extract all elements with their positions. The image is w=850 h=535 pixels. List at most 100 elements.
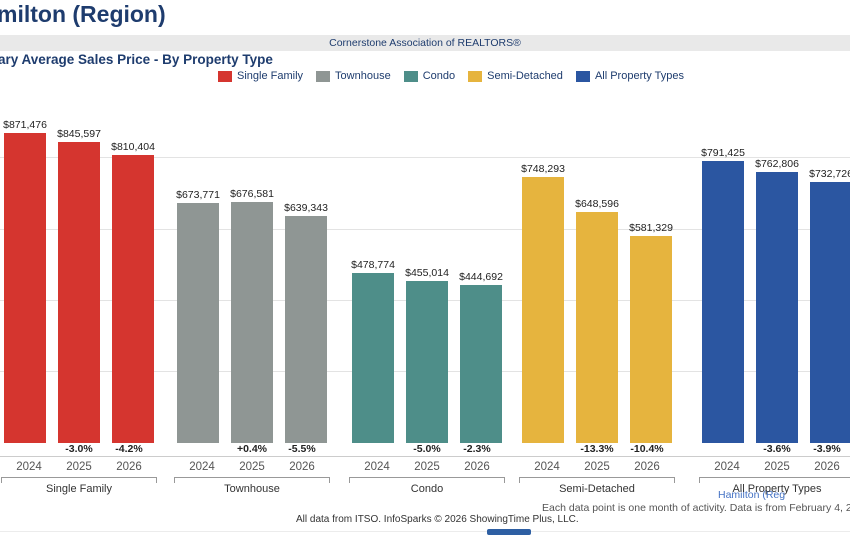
bar-value-label: $810,404 (111, 141, 155, 153)
bar-condo-2025[interactable] (406, 281, 448, 443)
pct-change-value: -4.2% (115, 443, 143, 455)
legend-label: Semi-Detached (487, 70, 563, 82)
group-bracket (699, 477, 850, 483)
gridline (0, 229, 850, 230)
pct-change-value: -5.5% (288, 443, 316, 455)
bar-value-label: $845,597 (57, 128, 101, 140)
bar-value-label: $639,343 (284, 202, 328, 214)
bar-column: $639,343 (284, 202, 328, 443)
bar-column: $732,726 (809, 168, 850, 443)
bar-column: $673,771 (176, 189, 220, 443)
legend-label: All Property Types (594, 70, 684, 82)
pct-change-value (522, 443, 572, 456)
year-tick-label: 2026 (289, 461, 315, 473)
bar-value-label: $581,329 (629, 222, 673, 234)
legend-item-semi-detached[interactable]: Semi-Detached (468, 70, 563, 82)
bar-column: $455,014 (405, 267, 449, 443)
bar-value-label: $673,771 (176, 189, 220, 201)
pct-change-value: -10.4% (630, 443, 664, 455)
pct-change-value (352, 443, 402, 456)
year-tick-label: 2025 (764, 461, 790, 473)
bar-group-semi-detached: $748,293 $648,596 $581,329 -13.3% -10.4% 2024… (519, 90, 675, 495)
bar-value-label: $732,726 (809, 168, 850, 180)
bar-value-label: $762,806 (755, 158, 799, 170)
bar-column: $748,293 (521, 163, 565, 443)
group-bracket (174, 477, 330, 483)
bar-single-family-2026[interactable] (112, 155, 154, 443)
pct-change-value: +0.4% (236, 443, 268, 455)
bar-value-label: $648,596 (575, 198, 619, 210)
bar-value-label: $748,293 (521, 163, 565, 175)
legend-item-condo[interactable]: Condo (403, 70, 456, 82)
pct-change-value (4, 443, 54, 456)
legend-item-all-property-types[interactable]: All Property Types (575, 70, 684, 82)
year-axis-row: 2024 2025 2026 (522, 460, 672, 474)
legend-label: Single Family (237, 70, 304, 82)
bar-column: $444,692 (459, 271, 503, 443)
horizontal-scrollbar-thumb[interactable] (487, 529, 531, 535)
pct-change-value: -3.0% (65, 443, 93, 455)
legend-swatch-icon (403, 70, 418, 82)
bar-column: $810,404 (111, 141, 155, 443)
group-bracket (349, 477, 505, 483)
bars-row: $673,771 $676,581 $639,343 (176, 90, 328, 443)
chart-legend: Single Family Townhouse Condo Semi-Detached… (218, 69, 684, 83)
year-axis-row: 2024 2025 2026 (177, 460, 327, 474)
bar-single-family-2025[interactable] (58, 142, 100, 443)
bar-condo-2024[interactable] (352, 273, 394, 443)
legend-swatch-icon (218, 70, 232, 82)
year-tick-label: 2024 (189, 461, 215, 473)
bar-group-condo: $478,774 $455,014 $444,692 -5.0% -2.3% 2024 20… (349, 90, 505, 495)
bar-value-label: $871,476 (3, 119, 47, 131)
legend-item-townhouse[interactable]: Townhouse (316, 70, 391, 82)
bar-all-property-types-2026[interactable] (810, 182, 850, 443)
bar-semi-detached-2024[interactable] (522, 177, 564, 443)
bars-row: $748,293 $648,596 $581,329 (521, 90, 673, 443)
year-tick-label: 2025 (239, 461, 265, 473)
pct-change-value: -5.0% (413, 443, 441, 455)
bar-group-all-property-types: $791,425 $762,806 $732,726 -3.6% -3.9% 2024 20… (699, 90, 850, 495)
bar-column: $581,329 (629, 222, 673, 443)
year-tick-label: 2024 (364, 461, 390, 473)
bar-condo-2026[interactable] (460, 285, 502, 443)
legend-swatch-icon (575, 70, 590, 82)
bar-value-label: $478,774 (351, 259, 395, 271)
bar-townhouse-2026[interactable] (285, 216, 327, 443)
bar-column: $845,597 (57, 128, 101, 443)
pct-change-value: -3.9% (813, 443, 841, 455)
bar-townhouse-2025[interactable] (231, 202, 273, 443)
region-link[interactable]: Hamilton (Reg (718, 489, 786, 501)
legend-label: Townhouse (335, 70, 391, 82)
bar-townhouse-2024[interactable] (177, 203, 219, 443)
bar-column: $478,774 (351, 259, 395, 443)
bar-all-property-types-2024[interactable] (702, 161, 744, 443)
legend-label: Condo (422, 70, 456, 82)
year-axis-row: 2024 2025 2026 (4, 460, 154, 474)
pct-change-row: -3.6% -3.9% (702, 443, 850, 456)
bar-column: $648,596 (575, 198, 619, 443)
year-tick-label: 2026 (116, 461, 142, 473)
bar-value-label: $676,581 (230, 188, 274, 200)
year-axis-row: 2024 2025 2026 (702, 460, 850, 474)
pct-change-row: -5.0% -2.3% (352, 443, 502, 456)
bar-semi-detached-2025[interactable] (576, 212, 618, 443)
legend-item-single-family[interactable]: Single Family (218, 70, 303, 82)
group-label-semi-detached: Semi-Detached (559, 483, 635, 495)
group-label-all-property-types: All Property Types (732, 483, 822, 495)
pct-change-row: +0.4% -5.5% (177, 443, 327, 456)
pct-change-value: -13.3% (580, 443, 614, 455)
bar-single-family-2024[interactable] (4, 133, 46, 443)
bottom-border-line (0, 531, 850, 532)
bar-column: $791,425 (701, 147, 745, 443)
legend-swatch-icon (316, 70, 331, 82)
bars-row: $791,425 $762,806 $732,726 (701, 90, 850, 443)
bar-column: $762,806 (755, 158, 799, 443)
year-tick-label: 2024 (16, 461, 42, 473)
bar-column: $871,476 (3, 119, 47, 443)
bar-all-property-types-2025[interactable] (756, 172, 798, 443)
group-label-single-family: Single Family (45, 483, 113, 495)
page-title: milton (Region) (0, 1, 166, 27)
pct-change-value (177, 443, 227, 456)
bar-semi-detached-2026[interactable] (630, 236, 672, 443)
pct-change-value (702, 443, 752, 456)
